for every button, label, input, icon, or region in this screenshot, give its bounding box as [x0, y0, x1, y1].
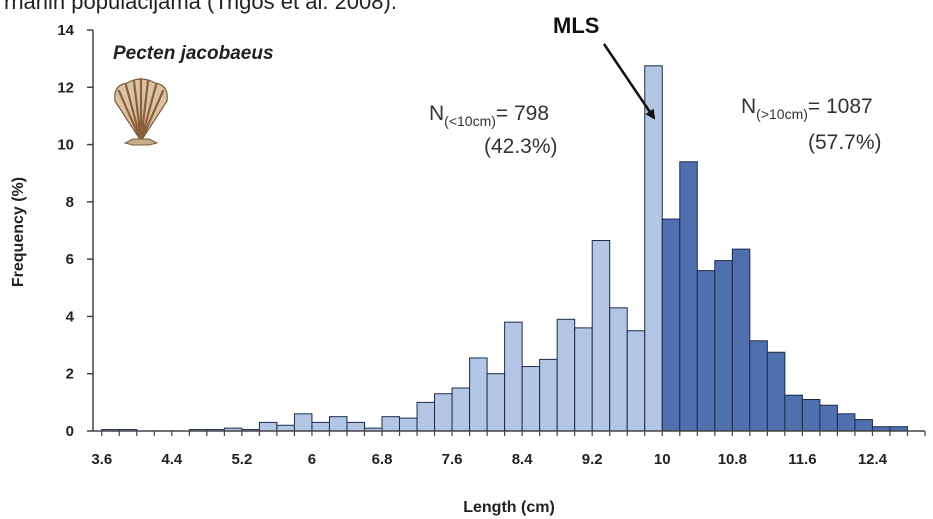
- bar-below-mls: [539, 358, 558, 432]
- y-tick-label: 4: [66, 308, 75, 325]
- y-tick-label: 0: [66, 423, 74, 440]
- bar-below-mls: [311, 421, 330, 432]
- x-tick-label: 11.6: [788, 451, 816, 468]
- bar-above-mls: [819, 404, 838, 432]
- y-tick-label: 2: [66, 366, 74, 383]
- bar-below-mls: [469, 357, 488, 432]
- bar-above-mls: [731, 248, 751, 432]
- scallop-shell-icon: [114, 77, 168, 146]
- bar-below-mls: [626, 330, 646, 432]
- bar-below-mls: [521, 366, 541, 432]
- histogram-bars: [101, 65, 908, 432]
- x-tick-label: 6: [308, 451, 316, 468]
- bar-above-mls: [784, 394, 803, 432]
- caption-fragment: rhanih populacijama (Trigos et al. 2008)…: [4, 0, 397, 14]
- bar-below-mls: [591, 240, 611, 432]
- bar-above-mls: [679, 161, 698, 432]
- y-tick-label: 12: [57, 79, 74, 96]
- y-axis-title: Frequency (%): [10, 177, 27, 287]
- x-tick-label: 4.4: [161, 451, 183, 468]
- y-tick-label: 10: [57, 137, 74, 154]
- bar-above-mls: [749, 340, 768, 432]
- bar-above-mls: [836, 413, 856, 432]
- x-axis-ticks: 3.6 4.4 5.2 6 6.8 7.6 8.4 9.2 10 10.8 11.6 12.4: [91, 431, 926, 468]
- bar-below-mls: [504, 321, 523, 432]
- bar-below-mls: [416, 401, 436, 432]
- x-tick-label: 10: [654, 451, 671, 468]
- right-percent-annotation: (57.7%): [808, 131, 882, 154]
- bar-below-mls: [609, 307, 628, 432]
- left-percent-annotation: (42.3%): [484, 135, 558, 158]
- bar-below-mls: [276, 424, 295, 432]
- x-tick-label: 10.8: [718, 451, 747, 468]
- bar-below-mls: [574, 327, 593, 432]
- bar-above-mls: [766, 351, 786, 432]
- bar-above-mls: [854, 419, 873, 432]
- bar-above-mls: [714, 260, 733, 432]
- bar-below-mls: [451, 387, 471, 432]
- bar-above-mls: [696, 270, 716, 432]
- x-tick-label: 12.4: [858, 451, 888, 468]
- y-tick-label: 14: [57, 22, 74, 39]
- bar-below-mls: [258, 421, 278, 432]
- mls-label: MLS: [553, 13, 599, 38]
- bar-below-mls: [399, 417, 418, 432]
- x-axis-title: Length (cm): [463, 499, 555, 516]
- right-count-annotation: N(>10cm)= 1087: [741, 95, 873, 122]
- mls-arrow: [602, 43, 656, 120]
- x-tick-label: 6.8: [372, 451, 393, 468]
- bar-below-mls: [434, 393, 453, 432]
- bar-above-mls: [661, 218, 681, 432]
- bar-above-mls: [801, 398, 821, 432]
- x-tick-label: 5.2: [231, 451, 252, 468]
- x-tick-label: 3.6: [91, 451, 112, 468]
- bar-below-mls: [328, 416, 348, 432]
- x-tick-label: 9.2: [582, 451, 603, 468]
- bar-below-mls: [346, 421, 365, 432]
- bar-below-mls: [381, 416, 401, 432]
- x-tick-label: 7.6: [442, 451, 463, 468]
- bar-below-mls: [293, 413, 313, 432]
- bar-below-mls: [486, 373, 506, 432]
- y-tick-label: 8: [66, 194, 74, 211]
- left-count-annotation: N(<10cm)= 798: [429, 102, 549, 129]
- y-tick-label: 6: [66, 251, 74, 268]
- bar-below-mls: [644, 65, 663, 432]
- bar-below-mls: [556, 318, 576, 432]
- chart-title: Pecten jacobaeus: [113, 43, 274, 64]
- y-axis-ticks: 0 2 4 6 8 10 12 14: [57, 22, 93, 440]
- x-tick-label: 8.4: [512, 451, 534, 468]
